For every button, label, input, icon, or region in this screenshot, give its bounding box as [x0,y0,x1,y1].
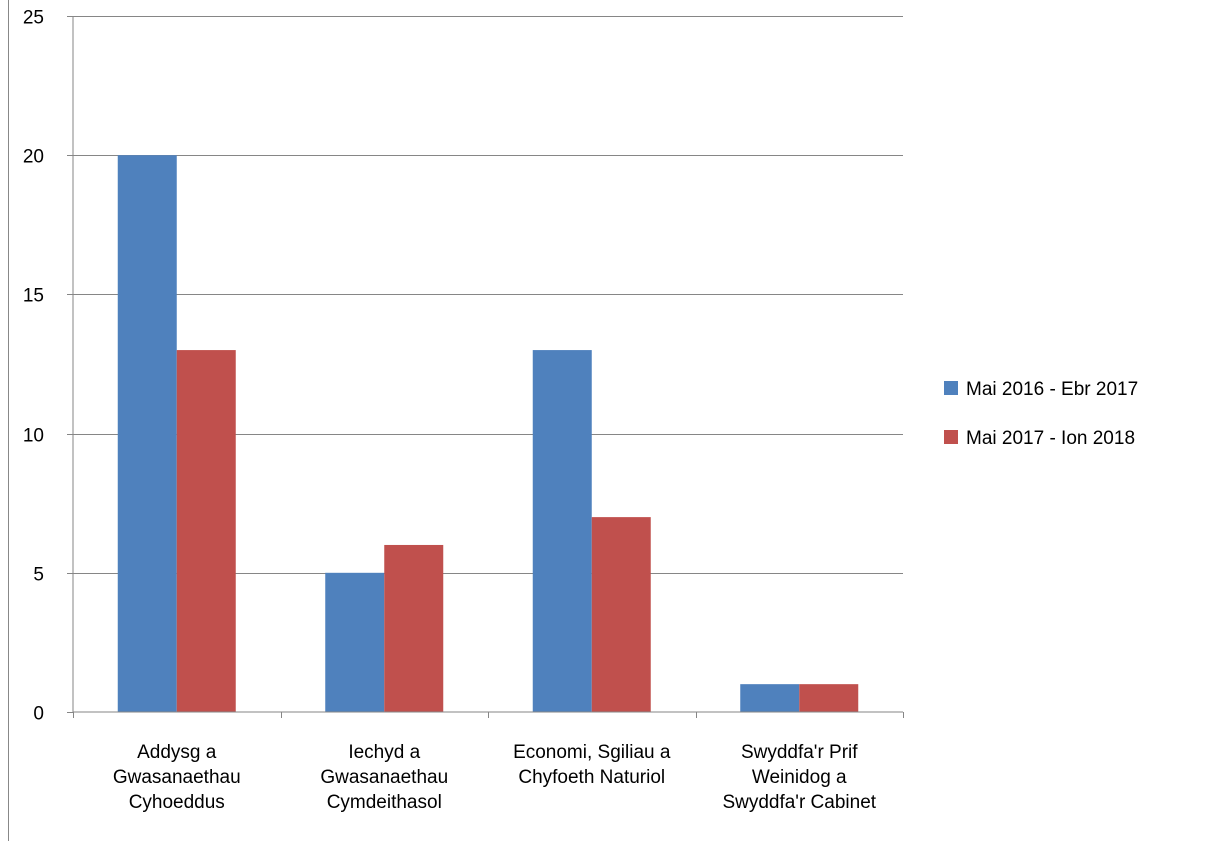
x-category-label-line: Swyddfa'r Cabinet [722,792,876,813]
x-tick-labels: Addysg a Gwasanaethau Cyhoeddus Iechyd a Gwa… [73,712,904,813]
bar-series-2-category-2 [384,544,444,712]
bar-series-1-category-3 [532,350,592,712]
bars [117,155,859,712]
legend-swatch [944,381,958,395]
bar-series-2-category-1 [176,350,236,712]
x-category-label: Economi, Sgiliau a Chyfoeth Naturiol [513,742,671,788]
x-category-label-line: Chyfoeth Naturiol [518,767,665,788]
x-category-label: Swyddfa'r Prif Weinidog a Swyddfa'r Cabine… [722,742,876,813]
x-category-label: Iechyd a Gwasanaethau Cymdeithasol [320,742,448,813]
y-tick-label: 10 [23,426,44,447]
y-tick-labels: 0 5 10 15 20 25 [23,8,73,725]
x-category-label-line: Swyddfa'r Prif [741,742,858,763]
bar-series-1-category-1 [117,155,177,712]
x-category-label-line: Gwasanaethau [113,767,241,788]
x-category-label-line: Addysg a [137,742,217,763]
x-category-label-line: Iechyd a [348,742,420,763]
x-category-label-line: Cyhoeddus [129,792,225,813]
y-tick-label: 15 [23,286,44,307]
legend-label: Mai 2017 - Ion 2018 [966,428,1135,449]
bar-series-1-category-4 [740,684,800,712]
y-tick-label: 0 [33,704,44,725]
x-category-label-line: Weinidog a [752,767,847,788]
legend-label: Mai 2016 - Ebr 2017 [966,379,1138,400]
x-category-label-line: Cymdeithasol [327,792,442,813]
legend-item: Mai 2017 - Ion 2018 [944,428,1135,449]
y-tick-label: 20 [23,147,44,168]
bar-series-2-category-3 [591,517,651,712]
x-category-label-line: Gwasanaethau [320,767,448,788]
legend-item: Mai 2016 - Ebr 2017 [944,379,1138,400]
x-category-label: Addysg a Gwasanaethau Cyhoeddus [113,742,241,813]
bar-series-1-category-2 [325,572,385,712]
bar-series-2-category-4 [799,684,859,712]
x-category-label-line: Economi, Sgiliau a [513,742,671,763]
legend: Mai 2016 - Ebr 2017 Mai 2017 - Ion 2018 [944,379,1138,449]
legend-swatch [944,430,958,444]
y-tick-label: 5 [33,565,44,586]
y-tick-label: 25 [23,8,44,29]
